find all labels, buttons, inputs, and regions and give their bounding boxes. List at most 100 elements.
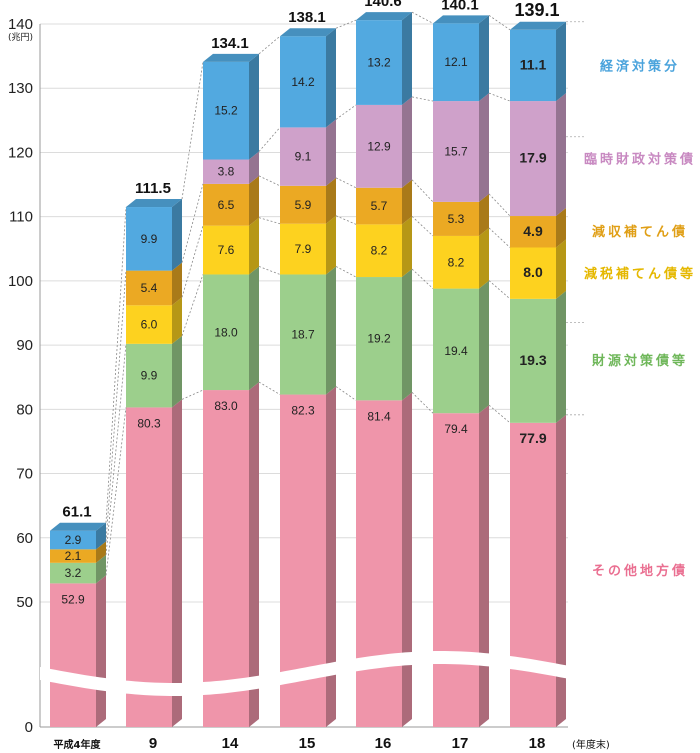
data-label: 77.9 (519, 430, 546, 446)
legend-label: その他地方債 (592, 563, 688, 579)
x-tick-label: 9 (149, 735, 157, 752)
connector-line (258, 175, 281, 187)
y-tick-label: 50 (16, 594, 33, 611)
data-label: 3.2 (65, 566, 82, 580)
data-label: 15.2 (214, 104, 238, 118)
bar-segment (356, 400, 402, 727)
bar-segment (50, 562, 96, 584)
data-label: 15.7 (444, 144, 468, 158)
bar-segment (126, 407, 172, 727)
bar-3 (203, 53, 259, 727)
bar-segment-side (96, 554, 106, 584)
connector-line (181, 225, 204, 298)
bar-segment (356, 277, 402, 401)
bar-segment-side (326, 386, 336, 727)
data-label: 7.6 (218, 243, 235, 257)
bar-segment-side (556, 290, 566, 423)
data-label: 5.7 (371, 199, 388, 213)
bar-segment (510, 29, 556, 102)
data-label: 83.0 (214, 399, 238, 413)
bar-top-face (203, 53, 259, 62)
bar-segment-side (326, 119, 336, 186)
bar-top-face (280, 28, 336, 37)
connector-line (335, 19, 357, 29)
connector-line (258, 127, 281, 152)
bar-segment (280, 185, 326, 224)
bar-segment-side (402, 392, 412, 727)
data-label: 5.3 (448, 212, 465, 226)
bar-segment (510, 247, 556, 299)
bar-top-face (510, 21, 566, 30)
bar-segment (433, 101, 479, 202)
bar-segment-side (556, 414, 566, 727)
legend-label: 減税補てん債等 (584, 266, 696, 282)
bar-6 (433, 15, 489, 727)
y-tick-label: 130 (8, 80, 33, 97)
bar-segment (203, 225, 249, 275)
data-label: 19.2 (367, 332, 391, 346)
bar-segment (510, 298, 556, 423)
data-label: 6.5 (218, 198, 235, 212)
bar-segment (356, 224, 402, 278)
connector-line (181, 61, 204, 200)
bar-total-label: 134.1 (211, 35, 249, 52)
bar-total-label: 61.1 (62, 504, 91, 521)
bar-segment-side (326, 215, 336, 275)
bar-top-face (356, 12, 412, 21)
x-tick-label: 平成4年度 (54, 738, 102, 751)
connector-line (411, 11, 434, 24)
bar-segment-side (96, 575, 106, 727)
bar-total-label: 111.5 (135, 180, 171, 197)
data-label: 9.1 (295, 150, 312, 164)
bar-segment (433, 23, 479, 102)
bar-segment-side (479, 15, 489, 102)
bar-7 (510, 21, 566, 727)
bar-segment (126, 207, 172, 271)
bar-segment-side (326, 177, 336, 224)
x-unit-label: (年度末) (572, 738, 610, 751)
connector-line (258, 381, 281, 395)
x-tick-label: 16 (375, 735, 392, 752)
data-label: 6.0 (141, 318, 158, 332)
bar-segment (280, 127, 326, 186)
connector-line (488, 227, 511, 248)
bar-segment-side (96, 522, 106, 550)
y-unit-label: (兆円) (8, 32, 33, 43)
bar-segment (280, 223, 326, 275)
bar-segment (510, 101, 556, 217)
bar-segment-side (479, 227, 489, 289)
x-tick-label: 15 (299, 735, 316, 752)
bar-segment-side (402, 216, 412, 278)
bar-segment-side (172, 335, 182, 408)
bar-segment-side (556, 21, 566, 102)
bar-top-face (433, 15, 489, 24)
bar-segment-side (249, 382, 259, 727)
y-tick-label: 140 (8, 16, 33, 33)
bar-segment-side (326, 28, 336, 128)
data-label: 9.9 (141, 232, 158, 246)
connector-line (181, 183, 204, 263)
bar-segment (203, 159, 249, 184)
bar-segment-side (249, 266, 259, 391)
bar-segment (203, 183, 249, 226)
data-label: 52.9 (61, 592, 85, 606)
data-label: 4.9 (523, 223, 543, 239)
bar-segment-side (172, 262, 182, 306)
bar-segment (433, 235, 479, 289)
data-label: 19.4 (444, 344, 468, 358)
data-label: 13.2 (367, 56, 391, 70)
bar-top-face (50, 522, 106, 531)
bar-total-label: 140.6 (364, 0, 402, 10)
bar-segment (433, 413, 479, 727)
segment-labels: 52.9 3.2 2.1 2.9 80.3 9.9 6.0 5.4 9.9 83.0 18.0 7.6… (61, 55, 547, 606)
connector-line (411, 96, 434, 102)
bar-segment-side (326, 266, 336, 395)
bar-5 (356, 12, 412, 727)
data-label: 5.4 (141, 281, 158, 295)
bar-segment (50, 549, 96, 563)
bar-segment (433, 201, 479, 236)
x-tick-label: 17 (452, 735, 469, 752)
bar-segment-side (479, 93, 489, 202)
